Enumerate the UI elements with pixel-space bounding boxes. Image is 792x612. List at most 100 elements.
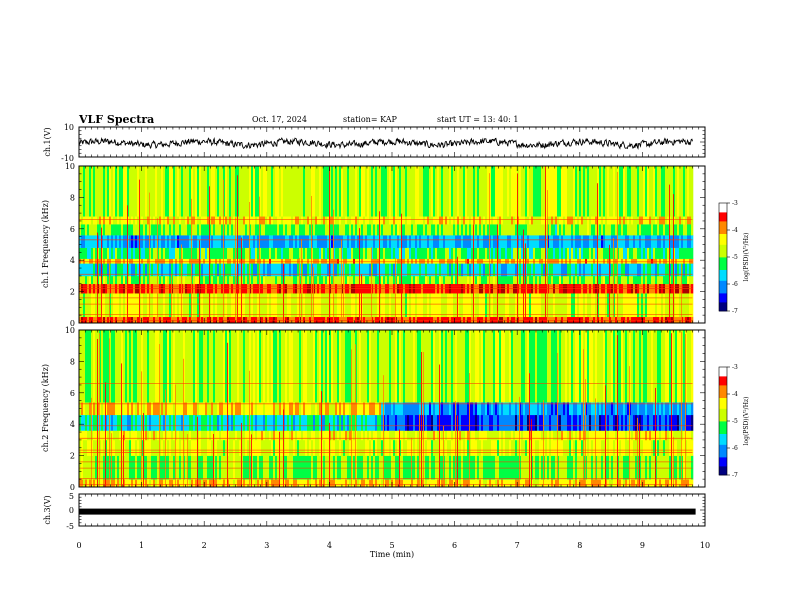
ch2-spec-cell xyxy=(265,439,268,456)
ch1-spec-cell xyxy=(415,258,418,264)
ch1-spec-cell xyxy=(591,263,594,277)
ch1-spec-cell xyxy=(309,275,312,285)
ch1-spec-cell xyxy=(165,263,168,277)
ch2-spec-cell xyxy=(339,402,342,416)
ch2-spec-cell xyxy=(293,330,296,403)
ch1-spec-cell xyxy=(279,166,282,217)
ch2-spec-cell xyxy=(285,402,288,416)
ch1-spec-cell xyxy=(669,224,672,236)
ch1-spec-cell xyxy=(153,293,156,318)
ch1-spec-cell xyxy=(303,263,306,277)
ch1-spec-cell xyxy=(681,316,684,324)
ch2-spec-cell xyxy=(297,439,300,456)
ch1-spec-cell xyxy=(169,258,172,264)
ch2-spec-cell xyxy=(339,479,342,488)
ch1-colorbar-swatch xyxy=(719,224,727,227)
ch1-spec-cell xyxy=(293,293,296,318)
ch2-spec-cell xyxy=(217,455,220,480)
ch2-spec-cell xyxy=(101,479,104,488)
ch1-spec-cell xyxy=(503,166,506,217)
ch1-spec-cell xyxy=(625,216,628,225)
ch2-spec-cell xyxy=(251,414,254,431)
ch1-spec-cell xyxy=(233,316,236,324)
ch1-spec-cell xyxy=(279,263,282,277)
ch2-spec-cell xyxy=(169,455,172,480)
ch1-spec-cell xyxy=(389,293,392,318)
ch1-spec-cell xyxy=(687,247,690,259)
ch1-spec-cell xyxy=(485,275,488,285)
ch1-spec-sferic xyxy=(609,244,610,323)
ch1-spec-cell xyxy=(521,293,524,318)
ch1-spec-cell xyxy=(577,235,580,248)
ch1-spec-cell xyxy=(195,263,198,277)
ch1-colorbar-swatch xyxy=(719,251,727,254)
ch1-spec-cell xyxy=(127,316,130,324)
ch1-spec-cell xyxy=(91,275,94,285)
ch1-spec-cell xyxy=(205,263,208,277)
ch1-spec-cell xyxy=(197,166,200,217)
ch1-spec-cell xyxy=(383,293,386,318)
ch1-spec-cell xyxy=(499,258,502,264)
ch1-spec-cell xyxy=(479,258,482,264)
ch1-spec-cell xyxy=(219,275,222,285)
ch1-spec-cell xyxy=(681,235,684,248)
ch1-spec-cell xyxy=(449,216,452,225)
ch1-spec-cell xyxy=(377,258,380,264)
ch1-spec-cell xyxy=(157,235,160,248)
ch1-spec-cell xyxy=(263,258,266,264)
ch1-spec-cell xyxy=(639,293,642,318)
ch1-spec-cell xyxy=(331,293,334,318)
ch1-spec-cell xyxy=(237,166,240,217)
ch1-spec-cell xyxy=(313,258,316,264)
ch2-spec-cell xyxy=(115,455,118,480)
ch1-spec-cell xyxy=(171,224,174,236)
ch1-spec-cell xyxy=(145,216,148,225)
ch1-spec-cell xyxy=(241,216,244,225)
ch1-spec-cell xyxy=(137,235,140,248)
ch1-spec-cell xyxy=(609,258,612,264)
ch1-spec-cell xyxy=(227,275,230,285)
ch1-spec-cell xyxy=(357,166,360,217)
ch1-spec-cell xyxy=(377,216,380,225)
ch1-spec-cell xyxy=(407,224,410,236)
ch1-spec-cell xyxy=(369,224,372,236)
ch1-spec-cell xyxy=(677,216,680,225)
ch1-spec-cell xyxy=(101,293,104,318)
ch1-spec-cell xyxy=(275,216,278,225)
ch1-spec-cell xyxy=(363,263,366,277)
ch1-spec-cell xyxy=(131,258,134,264)
ch1-spec-cell xyxy=(555,263,558,277)
ch1-spec-cell xyxy=(393,275,396,285)
ch1-spec-cell xyxy=(547,316,550,324)
ch1-spec-cell xyxy=(273,166,276,217)
ch1-spec-cell xyxy=(527,258,530,264)
ch1-spec-cell xyxy=(265,235,268,248)
ch1-spec-cell xyxy=(113,293,116,318)
ch1-spec-cell xyxy=(81,216,84,225)
ch1-spec-cell xyxy=(485,224,488,236)
ch2-spec-cell xyxy=(239,414,242,431)
ch1-waveform-panel: 10 -10 ch.1(V) xyxy=(43,123,706,163)
ch1-spec-cell xyxy=(313,316,316,324)
ch2-spec-cell xyxy=(325,479,328,488)
ch2-spec-cell xyxy=(257,330,260,403)
ch1-spec-cell xyxy=(629,247,632,259)
ch2-spec-cell xyxy=(101,402,104,416)
ch1-spec-cell xyxy=(563,216,566,225)
ch1-spec-cell xyxy=(291,293,294,318)
ch1-spec-cell xyxy=(353,275,356,285)
ch1-spec-sferic xyxy=(313,267,314,323)
ch1-spec-cell xyxy=(385,293,388,318)
ch2-spec-cell xyxy=(225,402,228,416)
ch1-spec-cell xyxy=(649,235,652,248)
ch1-spec-cell xyxy=(155,216,158,225)
ch1-spec-cell xyxy=(539,263,542,277)
ch1-spec-cell xyxy=(647,316,650,324)
ch1-spec-cell xyxy=(207,263,210,277)
ch1-spec-cell xyxy=(243,263,246,277)
ch1-spec-cell xyxy=(223,293,226,318)
ch1-frequency-label: ch.1 Frequency (kHz) xyxy=(41,200,50,288)
ch1-spec-cell xyxy=(135,216,138,225)
ch1-spec-cell xyxy=(559,166,562,217)
ch1-spec-cell xyxy=(637,216,640,225)
